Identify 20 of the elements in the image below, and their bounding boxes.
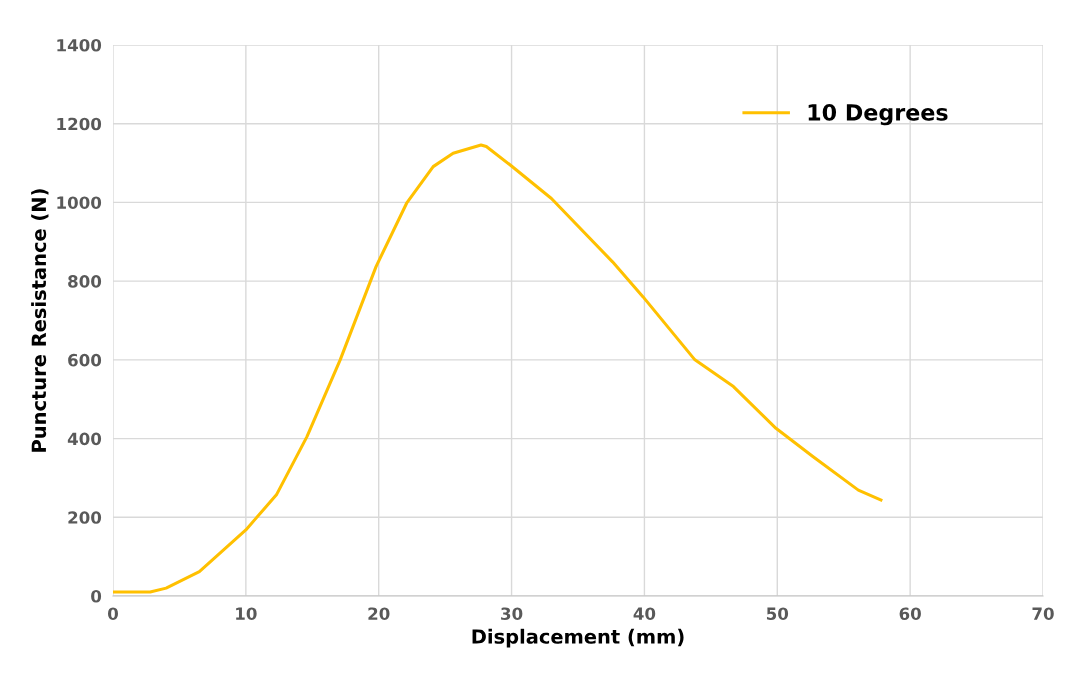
y-tick-label: 200 xyxy=(68,511,102,524)
legend-label: 10 Degrees xyxy=(808,103,948,126)
x-tick-label: 60 xyxy=(899,607,921,621)
y-tick-label: 600 xyxy=(68,353,102,367)
x-tick-label: 30 xyxy=(501,607,523,621)
line-series xyxy=(113,143,883,594)
y-tick-label: 0 xyxy=(91,589,102,603)
y-tick-label: 1200 xyxy=(57,117,102,131)
y-tick-label: 800 xyxy=(68,275,102,288)
x-tick-label: 0 xyxy=(108,607,118,621)
x-tick-label: 10 xyxy=(236,607,257,621)
y-axis-title: Puncture Resistance (N) xyxy=(31,189,49,452)
y-tick-label: 400 xyxy=(67,432,102,446)
x-axis-title: Displacement (mm) xyxy=(472,628,684,648)
y-tick-label: 1400 xyxy=(57,38,102,52)
x-tick-label: 70 xyxy=(1032,607,1054,621)
x-tick-label: 40 xyxy=(633,607,656,621)
y-tick-label: 1000 xyxy=(57,196,102,209)
x-tick-label: 20 xyxy=(368,607,390,621)
x-tick-label: 50 xyxy=(766,607,789,621)
